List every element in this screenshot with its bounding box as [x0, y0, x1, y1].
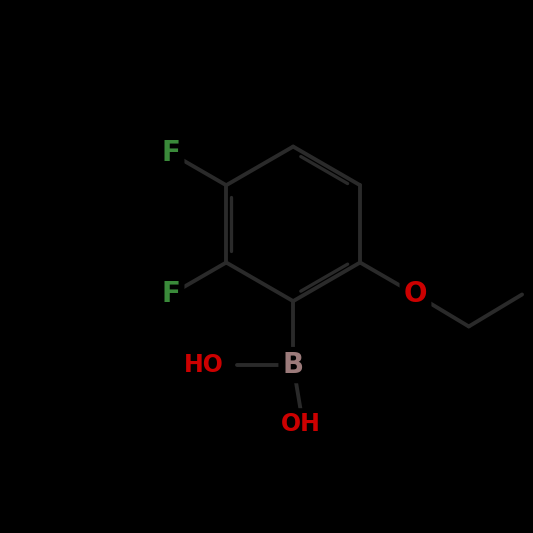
Text: O: O	[403, 280, 427, 309]
Text: F: F	[161, 280, 180, 309]
Text: F: F	[161, 139, 180, 167]
Text: B: B	[282, 351, 304, 379]
Text: OH: OH	[281, 411, 321, 436]
Text: HO: HO	[184, 353, 224, 377]
